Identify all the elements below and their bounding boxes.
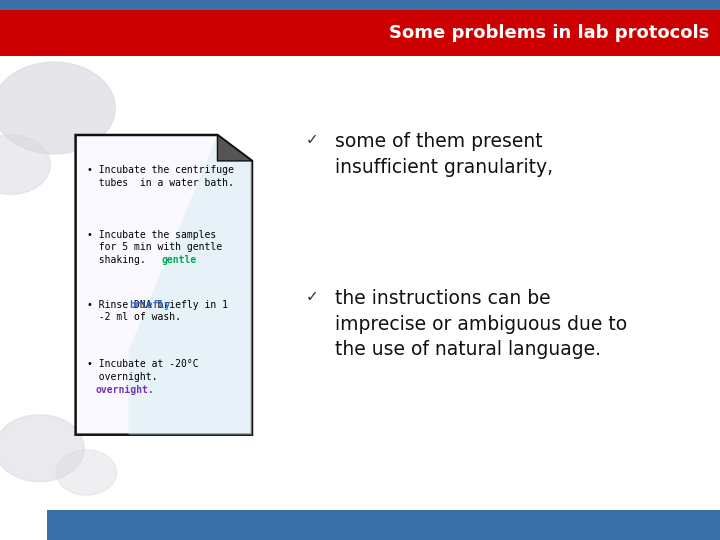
Text: • Incubate the samples
  for 5 min with gentle
  shaking.: • Incubate the samples for 5 min with ge… — [87, 230, 222, 265]
Text: gentle: gentle — [161, 255, 197, 266]
FancyBboxPatch shape — [0, 10, 720, 56]
FancyBboxPatch shape — [0, 510, 47, 540]
Text: briefly: briefly — [129, 300, 170, 310]
Polygon shape — [128, 135, 252, 435]
Text: ✓: ✓ — [306, 289, 319, 304]
Circle shape — [0, 415, 84, 482]
Text: • Incubate at -20°C
  overnight.: • Incubate at -20°C overnight. — [87, 359, 199, 382]
Text: Some problems in lab protocols: Some problems in lab protocols — [389, 24, 709, 42]
Circle shape — [56, 450, 117, 495]
Text: overnight.: overnight. — [96, 385, 155, 395]
Circle shape — [0, 135, 50, 194]
Polygon shape — [217, 135, 252, 161]
FancyBboxPatch shape — [0, 510, 720, 540]
Circle shape — [0, 62, 115, 154]
Polygon shape — [76, 135, 252, 435]
Text: some of them present
insufficient granularity,: some of them present insufficient granul… — [335, 132, 553, 177]
Text: • Incubate the centrifuge
  tubes  in a water bath.: • Incubate the centrifuge tubes in a wat… — [87, 165, 234, 187]
FancyBboxPatch shape — [0, 0, 720, 10]
Text: the instructions can be
imprecise or ambiguous due to
the use of natural languag: the instructions can be imprecise or amb… — [335, 289, 627, 360]
FancyBboxPatch shape — [0, 0, 720, 510]
Text: ✓: ✓ — [306, 132, 319, 147]
Text: • Rinse DNA briefly in 1
  -2 ml of wash.: • Rinse DNA briefly in 1 -2 ml of wash. — [87, 300, 228, 322]
